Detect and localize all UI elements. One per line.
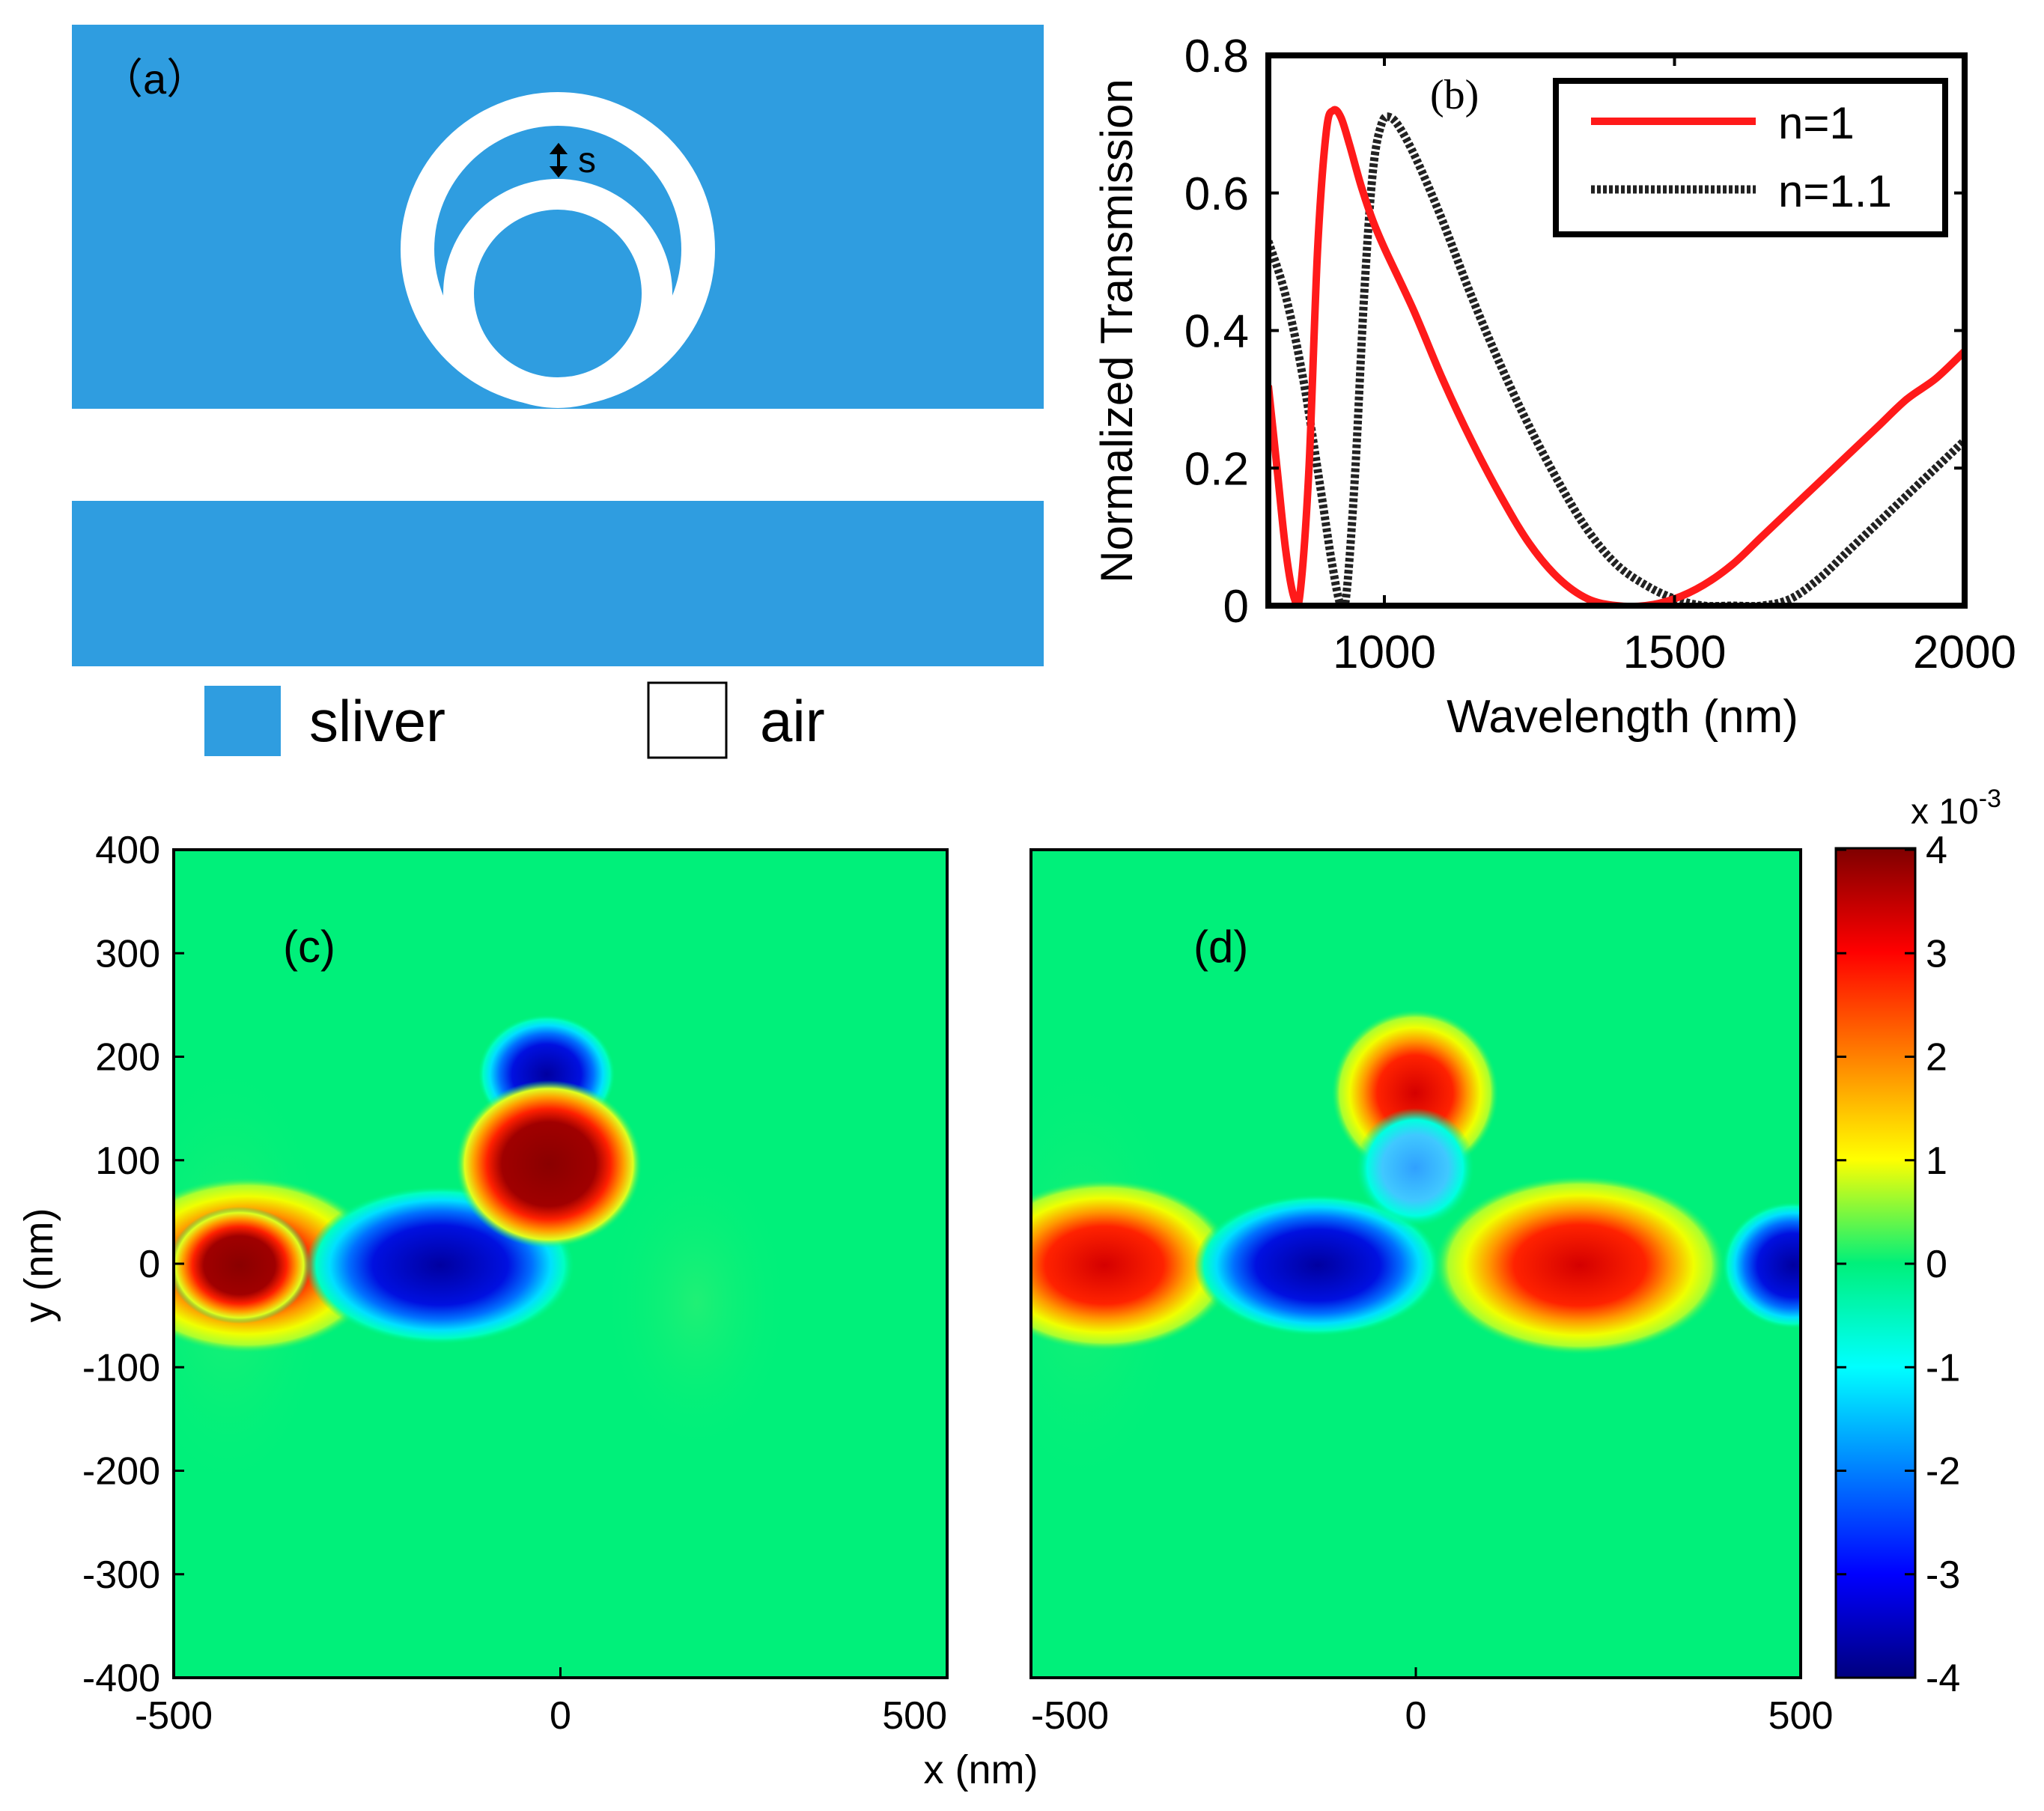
panel-d: (d) -500 0 500 xyxy=(1029,848,1834,1738)
panel-c: (c) -500 0 500 400 300 200 100 0 -100 -200 -300 -40… xyxy=(16,829,949,1738)
colorbar-tick-label: -2 xyxy=(1926,1450,1960,1494)
panel-b: 0 0.2 0.4 0.6 0.8 1000 1500 2000 Normalized Tra… xyxy=(1092,31,2016,743)
colorbar-tick-label: 4 xyxy=(1926,829,1947,872)
panel-a-label: （a） xyxy=(101,55,208,103)
x-axis-label-cd: x (nm) xyxy=(924,1747,1038,1792)
y-tick-label: -100 xyxy=(82,1346,160,1390)
colorbar-gradient xyxy=(1834,847,1917,1679)
legend-b: n=1 n=1.1 xyxy=(1553,78,1948,237)
mode-d-center xyxy=(1194,1194,1441,1336)
colorbar-tick-label: -1 xyxy=(1926,1346,1960,1390)
mode-d-ring-bottom xyxy=(1355,1108,1475,1228)
x-tick-label: 500 xyxy=(882,1694,947,1738)
x-tick-label-b: 1500 xyxy=(1623,627,1727,678)
mode-c-ring-bottom xyxy=(455,1080,642,1248)
legend-swatch-air xyxy=(647,681,728,759)
y-tick-label: 400 xyxy=(95,829,160,872)
silver-core xyxy=(474,210,642,377)
y-tick-label-b: 0 xyxy=(1223,581,1249,633)
y-tick-label-b: 0.2 xyxy=(1184,443,1249,495)
x-tick-label: -500 xyxy=(135,1694,213,1738)
legend-box-b xyxy=(1553,78,1948,237)
x-tick-label-b: 2000 xyxy=(1913,627,2016,678)
colorbar-tick-label: 3 xyxy=(1926,932,1947,975)
gap-arrow-icon xyxy=(549,142,568,178)
panel-d-label: (d) xyxy=(1193,922,1248,972)
legend-label-n11: n=1.1 xyxy=(1778,166,1892,216)
y-tick-label: 200 xyxy=(95,1036,160,1080)
y-tick-label: -300 xyxy=(82,1553,160,1597)
halo-c-right xyxy=(599,1145,794,1460)
y-axis-label-c: y (nm) xyxy=(16,1208,61,1323)
x-tick-label: 500 xyxy=(1768,1694,1834,1738)
y-tick-label-b: 0.4 xyxy=(1184,306,1249,358)
panel-b-label: (b) xyxy=(1430,72,1479,118)
colorbar-tick-label: 2 xyxy=(1926,1036,1947,1080)
y-tick-label: 100 xyxy=(95,1139,160,1183)
y-tick-label-b: 0.6 xyxy=(1184,168,1249,220)
colorbar-exponent: x 10-3 xyxy=(1911,785,2001,832)
gap-label: s xyxy=(578,141,596,180)
x-tick-label: 0 xyxy=(1405,1694,1427,1738)
y-tick-label: -200 xyxy=(82,1450,160,1494)
y-tick-label: -400 xyxy=(82,1657,160,1700)
series-line-n1 xyxy=(1268,106,1965,606)
colorbar: 4 3 2 1 0 -1 -2 -3 -4 x 10-3 xyxy=(1834,785,2001,1700)
x-tick-label: -500 xyxy=(1031,1694,1109,1738)
mode-d-right xyxy=(1434,1175,1726,1355)
mode-c-left-core xyxy=(174,1207,311,1324)
legend-label-air: air xyxy=(760,688,825,754)
y-tick-label-b: 0.8 xyxy=(1184,31,1249,82)
y-axis-label-b: Normalized Transmission xyxy=(1092,79,1142,583)
legend-label-n1: n=1 xyxy=(1778,98,1855,148)
colorbar-tick-label: 0 xyxy=(1926,1243,1947,1286)
y-tick-label: 0 xyxy=(139,1243,160,1286)
x-tick-label: 0 xyxy=(550,1694,571,1738)
mode-d-left xyxy=(1031,1179,1235,1351)
panel-a: s （a） sliver air xyxy=(72,25,1044,759)
panel-c-label: (c) xyxy=(283,922,335,972)
legend-swatch-sliver xyxy=(204,686,281,756)
x-axis-label-b: Wavelength (nm) xyxy=(1447,691,1798,743)
air-waveguide xyxy=(72,409,1044,501)
colorbar-tick-label: -4 xyxy=(1926,1657,1960,1700)
mode-d-far-right xyxy=(1722,1202,1801,1329)
colorbar-tick-label: 1 xyxy=(1926,1139,1947,1183)
y-tick-label: 300 xyxy=(95,932,160,975)
colorbar-tick-label: -3 xyxy=(1926,1553,1960,1597)
legend-label-sliver: sliver xyxy=(309,688,445,754)
x-tick-label-b: 1000 xyxy=(1333,627,1436,678)
